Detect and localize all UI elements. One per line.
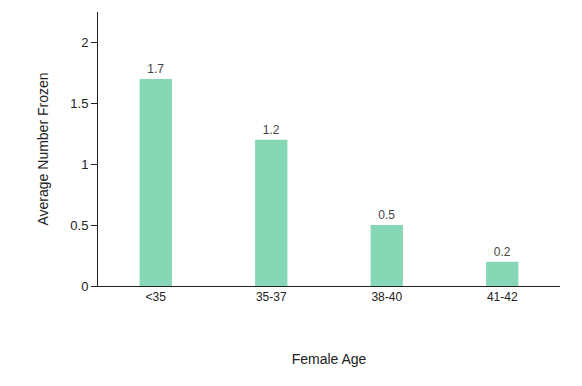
svg-text:1.5: 1.5 <box>70 96 88 111</box>
svg-text:38-40: 38-40 <box>371 290 402 304</box>
svg-text:0.5: 0.5 <box>70 218 88 233</box>
svg-text:0.2: 0.2 <box>494 245 511 259</box>
svg-text:41-42: 41-42 <box>487 290 518 304</box>
svg-text:1.7: 1.7 <box>147 62 164 76</box>
svg-text:35-37: 35-37 <box>256 290 287 304</box>
svg-text:<35: <35 <box>146 290 167 304</box>
svg-text:Average Number Frozen: Average Number Frozen <box>35 72 51 225</box>
svg-text:0: 0 <box>81 279 88 294</box>
svg-text:2: 2 <box>81 35 88 50</box>
svg-text:0.5: 0.5 <box>378 208 395 222</box>
svg-text:Female Age: Female Age <box>292 351 367 367</box>
svg-text:1: 1 <box>81 157 88 172</box>
svg-text:1.2: 1.2 <box>263 123 280 137</box>
